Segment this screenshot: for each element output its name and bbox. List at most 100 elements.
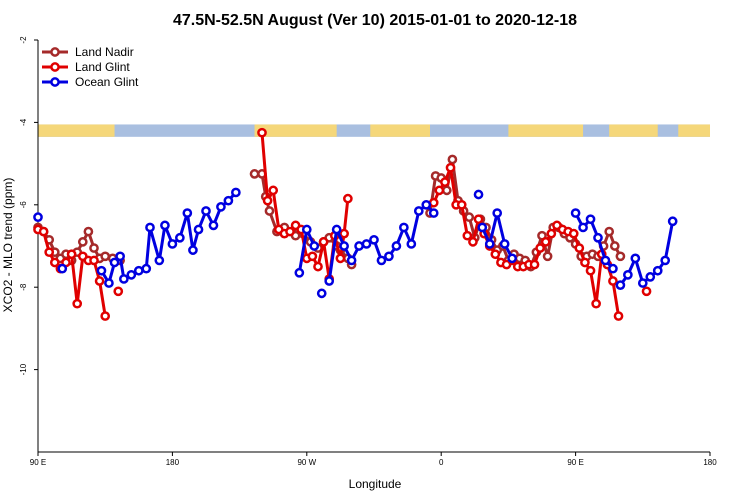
x-tick-label: 90 W (297, 458, 316, 467)
data-point-land-glint (445, 162, 456, 173)
data-point-land-nadir (464, 212, 475, 223)
series-line-land-glint (37, 228, 107, 317)
data-point-land-glint (540, 237, 551, 247)
land-band (38, 124, 115, 137)
land-band (678, 124, 710, 137)
data-point-ocean-glint (406, 239, 417, 249)
data-point-land-glint (257, 127, 267, 138)
data-point-land-nadir (83, 226, 94, 237)
data-point-land-glint (428, 197, 439, 208)
data-point-land-glint (262, 195, 273, 206)
data-point-ocean-glint (216, 202, 226, 212)
data-point-land-glint (343, 193, 353, 204)
data-point-ocean-glint (361, 239, 372, 249)
data-point-land-nadir (447, 154, 458, 165)
data-point-land-nadir (542, 251, 553, 262)
data-point-land-glint (285, 226, 295, 237)
data-point-land-nadir (89, 243, 99, 253)
series-ocean-glint (33, 187, 678, 299)
x-tick-label: 180 (166, 458, 180, 467)
data-point-ocean-glint (331, 224, 342, 235)
data-point-ocean-glint (623, 269, 633, 280)
data-point-ocean-glint (193, 224, 204, 235)
data-point-ocean-glint (667, 216, 678, 227)
y-tick-label: -6 (19, 201, 28, 209)
data-point-ocean-glint (473, 189, 484, 200)
data-point-land-glint (89, 255, 99, 266)
data-point-land-glint (440, 177, 450, 187)
land-band (254, 124, 337, 137)
data-point-ocean-glint (499, 239, 510, 249)
data-point-ocean-glint (57, 263, 68, 274)
data-point-ocean-glint (188, 245, 198, 255)
data-point-land-glint (38, 226, 49, 237)
data-point-land-glint (535, 243, 545, 253)
data-point-ocean-glint (119, 274, 129, 284)
data-point-ocean-glint (33, 212, 43, 223)
data-point-land-glint (468, 237, 478, 247)
data-point-land-glint (335, 253, 346, 264)
data-point-ocean-glint (507, 253, 517, 264)
data-point-land-glint (339, 228, 349, 239)
data-point-ocean-glint (231, 187, 241, 198)
data-point-ocean-glint (399, 222, 409, 233)
data-point-land-glint (72, 298, 83, 309)
data-point-land-glint (462, 230, 473, 241)
legend-label: Land Nadir (75, 45, 134, 59)
data-point-ocean-glint (301, 224, 312, 235)
data-point-land-glint (585, 265, 596, 276)
data-point-land-glint (100, 311, 111, 321)
data-point-land-glint (546, 228, 557, 239)
data-point-ocean-glint (660, 255, 671, 266)
data-point-land-glint (574, 243, 585, 253)
x-tick-label: 90 E (567, 458, 583, 467)
data-point-land-glint (434, 185, 445, 196)
data-point-ocean-glint (154, 255, 165, 266)
data-point-land-glint (473, 214, 484, 225)
data-point-ocean-glint (428, 208, 439, 218)
data-point-land-glint (580, 257, 590, 268)
data-point-ocean-glint (484, 239, 495, 249)
data-point-land-nadir (77, 237, 88, 247)
data-point-ocean-glint (391, 241, 402, 251)
data-point-ocean-glint (133, 265, 144, 276)
data-point-land-nadir (100, 251, 111, 262)
data-point-ocean-glint (339, 241, 349, 251)
data-point-ocean-glint (96, 265, 107, 276)
x-tick-label: 0 (439, 458, 444, 467)
data-point-ocean-glint (175, 232, 185, 243)
data-point-ocean-glint (109, 257, 120, 268)
data-point-ocean-glint (413, 206, 424, 216)
data-point-ocean-glint (104, 278, 114, 288)
x-tick-label: 180 (703, 458, 717, 467)
data-point-ocean-glint (376, 255, 387, 266)
data-point-ocean-glint (182, 208, 193, 218)
data-point-ocean-glint (615, 280, 626, 290)
data-point-ocean-glint (384, 251, 394, 262)
data-point-land-nadir (615, 251, 626, 262)
data-point-ocean-glint (324, 276, 335, 286)
data-point-ocean-glint (578, 222, 588, 233)
data-point-ocean-glint (201, 206, 211, 216)
data-point-ocean-glint (141, 263, 152, 274)
legend-item-land-glint: Land Glint (42, 60, 130, 74)
legend-label: Land Glint (75, 60, 130, 74)
y-axis-label: XCO2 - MLO trend (ppm) (1, 178, 15, 313)
data-point-land-glint (490, 249, 501, 260)
data-point-land-glint (641, 286, 652, 297)
x-axis-label: Longitude (349, 477, 402, 491)
legend-label: Ocean Glint (75, 75, 139, 89)
data-point-land-nadir (264, 206, 275, 216)
data-point-land-glint (44, 247, 55, 258)
legend-marker (50, 62, 60, 72)
data-point-land-glint (66, 249, 77, 260)
legend-marker (50, 47, 60, 57)
data-point-ocean-glint (645, 272, 656, 282)
data-point-ocean-glint (593, 232, 603, 243)
data-point-ocean-glint (346, 255, 357, 266)
data-point-ocean-glint (637, 278, 648, 288)
data-point-ocean-glint (316, 288, 327, 299)
data-point-land-nadir (604, 226, 615, 237)
